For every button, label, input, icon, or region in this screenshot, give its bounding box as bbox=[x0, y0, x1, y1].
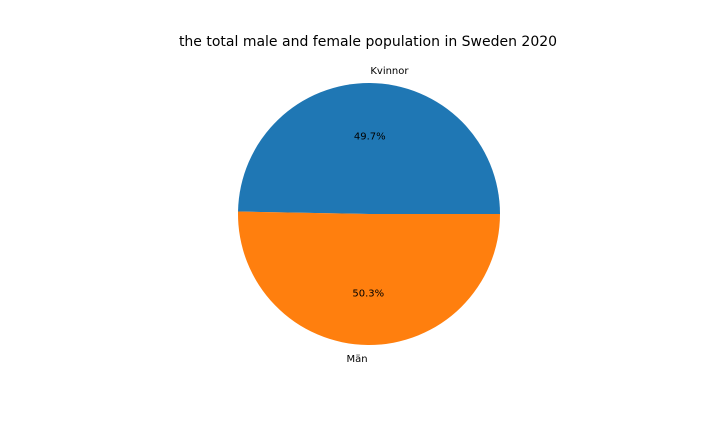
chart-title: the total male and female population in … bbox=[179, 34, 557, 50]
slice-label-kvinnor: Kvinnor bbox=[370, 66, 409, 77]
pie-slice-män bbox=[238, 211, 500, 345]
slice-label-män: Män bbox=[347, 354, 368, 365]
pie-slices bbox=[238, 82, 501, 345]
pie-labels: Kvinnor 49.7% Män 50.3% bbox=[347, 66, 410, 365]
percent-label-kvinnor: 49.7% bbox=[354, 131, 386, 142]
percent-label-män: 50.3% bbox=[352, 289, 384, 300]
pie-slice-kvinnor bbox=[238, 82, 501, 214]
